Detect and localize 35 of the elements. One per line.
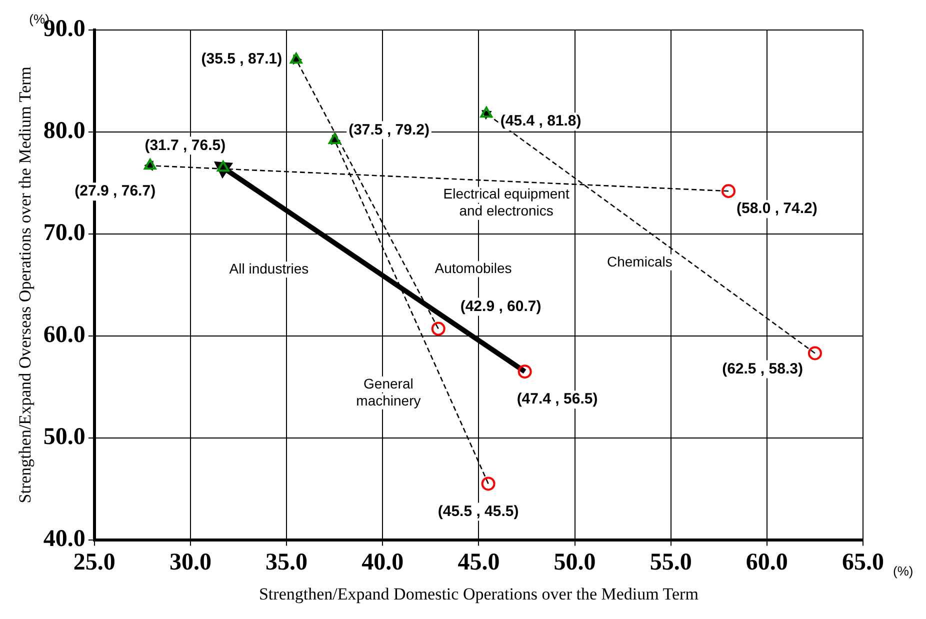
series-label: Chemicals [606,253,672,270]
text: (%) [893,563,914,578]
point [518,364,532,379]
x-tick-label: 35.0 [266,549,308,576]
x-tick-label: 40.0 [362,549,404,576]
data-label: (27.9 , 76.7) [74,182,156,200]
series-label: General machinery [356,375,421,408]
data-label: (42.9 , 60.7) [460,298,542,315]
data-label: (58.0 , 74.2) [736,200,818,218]
x-tick-label: 45.0 [458,549,500,576]
y-tick-label: 50.0 [43,424,86,450]
data-label: (35.5 , 87.1) [201,50,282,68]
point [431,322,446,336]
x-tick-label: 60.0 [746,549,788,576]
data-label: (45.5 , 45.5) [438,502,519,520]
y-tick-label: 60.0 [43,322,86,348]
series-label: Automobiles [434,260,512,276]
x-axis-title: Strengthen/Expand Domestic Operations over the Medium Term [258,584,698,604]
y-axis-title: Strengthen/Expand Overseas Operations over the Medium Term [16,66,35,504]
x-tick-label: 55.0 [650,549,692,576]
x-tick-label: 30.0 [169,549,212,576]
data-label: (31.7 , 76.5) [144,136,226,154]
data-label: (47.4 , 56.5) [516,390,598,408]
series-label: Electrical equipment and electronics [443,186,570,219]
data-label: (62.5 , 58.3) [722,360,803,378]
y-tick-label: 80.0 [43,118,86,144]
data-label: (45.4 , 81.8) [500,112,582,130]
point [808,346,822,360]
x-tick-label: 65.0 [842,549,884,576]
data-label: (37.5 , 79.2) [348,121,430,138]
point [481,476,496,491]
x-tick-label: 50.0 [554,549,596,576]
point [721,184,736,198]
text: All industries [229,260,309,276]
y-tick-label: 70.0 [43,220,86,246]
